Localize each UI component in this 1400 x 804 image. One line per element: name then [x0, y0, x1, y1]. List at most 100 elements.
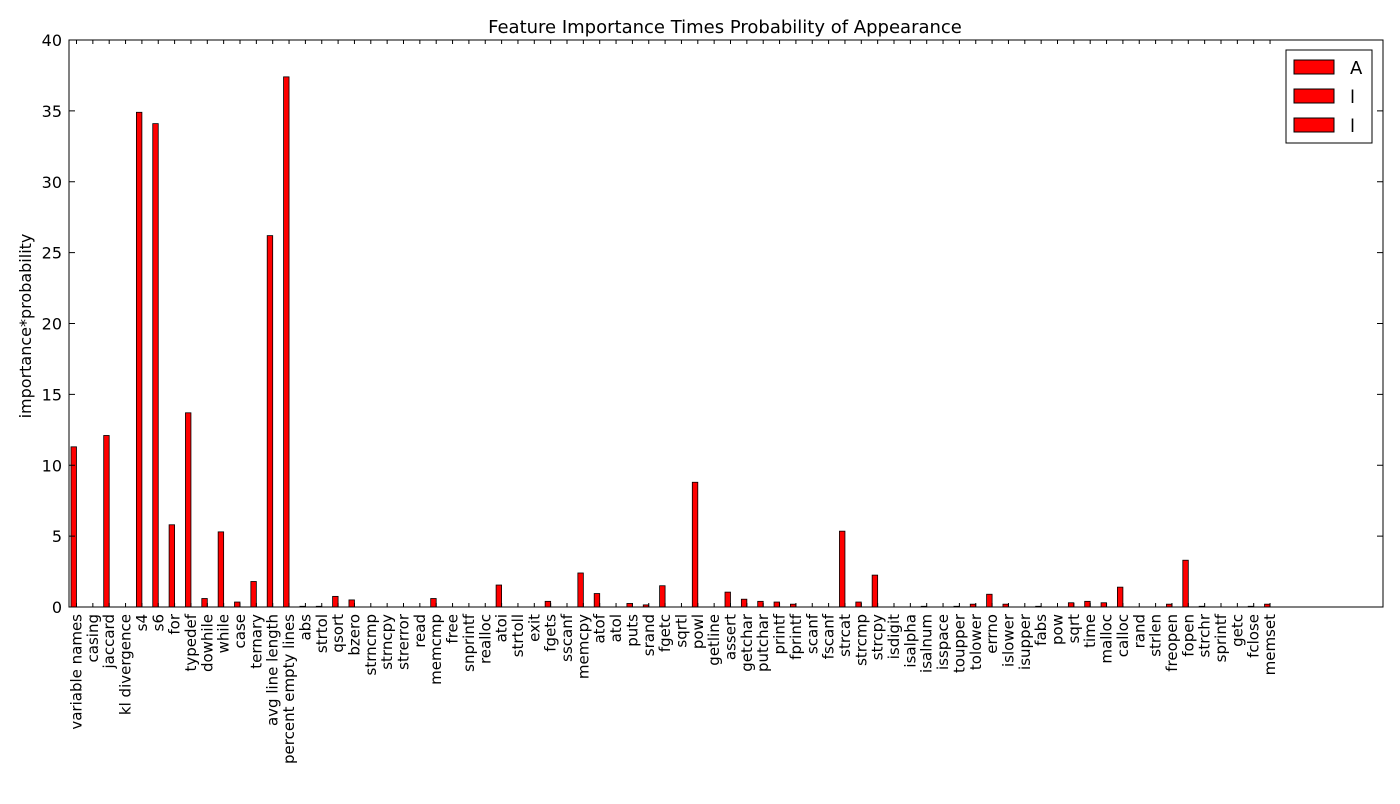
- x-tick-label: percent empty lines: [280, 614, 298, 764]
- x-tick-label: atof: [591, 613, 609, 643]
- x-tick-label: tolower: [967, 613, 985, 670]
- x-tick-label: typedef: [182, 613, 200, 671]
- y-tick-label: 0: [52, 598, 62, 617]
- x-tick-label: fprintf: [787, 613, 805, 660]
- x-tick-label: fgetc: [656, 614, 674, 652]
- y-tick-label: 30: [42, 173, 62, 192]
- x-tick-label: time: [1081, 614, 1099, 648]
- y-tick-label: 40: [42, 31, 62, 50]
- x-tick-label: ternary: [247, 614, 265, 669]
- x-tick-label: strcat: [836, 614, 854, 657]
- x-tick-label: sprintf: [1212, 613, 1230, 662]
- y-tick-label: 15: [42, 385, 62, 404]
- bar: [250, 581, 257, 608]
- bar: [152, 123, 159, 608]
- x-tick-label: strtol: [313, 614, 331, 653]
- bar: [103, 435, 110, 608]
- x-tick-label: fabs: [1032, 614, 1050, 646]
- bars-layer: [70, 76, 1271, 608]
- x-tick-label: strerror: [395, 613, 413, 670]
- y-tick-label: 20: [42, 315, 62, 334]
- y-tick-label: 25: [42, 244, 62, 263]
- legend-swatch: [1293, 59, 1335, 75]
- x-tick-label: variable names: [68, 614, 86, 730]
- x-tick-label: fgets: [542, 614, 560, 652]
- chart-title: Feature Importance Times Probability of …: [488, 17, 962, 38]
- bar: [691, 481, 699, 608]
- x-tick-label: avg line length: [264, 614, 282, 726]
- x-tick-label: realloc: [476, 614, 494, 664]
- y-tick-label: 35: [42, 102, 62, 121]
- bar: [757, 600, 764, 608]
- x-tick-label: jaccard: [100, 614, 118, 669]
- x-tick-label: printf: [771, 613, 789, 654]
- x-tick-label: read: [411, 614, 429, 648]
- bar: [855, 601, 862, 608]
- plot-frame: [68, 39, 1384, 608]
- x-tick-label: atol: [607, 614, 625, 642]
- bar: [201, 598, 208, 608]
- bar: [740, 598, 748, 608]
- legend-label: l: [1350, 116, 1355, 137]
- bar: [544, 600, 552, 608]
- x-tick-label: memset: [1261, 614, 1279, 675]
- bar: [773, 601, 780, 608]
- x-tick-label: sqrtl: [672, 614, 690, 648]
- legend: All: [1285, 49, 1373, 144]
- x-tick-label: errno: [983, 614, 1001, 654]
- x-tick-label: s4: [133, 614, 151, 631]
- x-tick-label: getline: [705, 614, 723, 666]
- x-tick-label: for: [166, 613, 184, 634]
- x-tick-label: while: [215, 614, 233, 653]
- y-tick-label: 10: [42, 456, 62, 475]
- bar: [283, 76, 290, 608]
- x-tick-label: memcpy: [574, 614, 592, 679]
- x-tick-label: atoi: [493, 614, 511, 642]
- x-tick-label: isdigit: [885, 614, 903, 659]
- x-tick-label: dowhile: [198, 614, 216, 672]
- x-tick-label: isalnum: [918, 614, 936, 673]
- bar: [430, 598, 437, 608]
- bar: [185, 412, 192, 608]
- x-tick-label: malloc: [1098, 614, 1116, 664]
- x-tick-label: calloc: [1114, 614, 1132, 657]
- x-tick-label: getchar: [738, 613, 756, 672]
- x-tick-label: isalpha: [901, 614, 919, 668]
- x-tick-label: toupper: [950, 613, 968, 673]
- bar: [1182, 559, 1189, 608]
- bar: [577, 572, 584, 608]
- x-tick-label: snprintf: [460, 613, 478, 672]
- x-tick-label: isspace: [934, 614, 952, 670]
- bar: [348, 599, 355, 608]
- x-tick-label: s6: [149, 614, 167, 631]
- x-tick-label: exit: [525, 614, 543, 642]
- bar: [1067, 602, 1075, 608]
- x-tick-label: strtoll: [509, 614, 527, 657]
- y-tick-label: 5: [52, 527, 62, 546]
- x-tick-label: casing: [84, 614, 102, 662]
- x-tick-label: kl divergence: [117, 614, 135, 715]
- y-axis: 0 5 10 15 20 25 30 35 40: [42, 31, 1383, 617]
- x-tick-label: pow: [1049, 614, 1067, 645]
- x-tick-label: memcmp: [427, 614, 445, 685]
- x-tick-label: strcmp: [852, 614, 870, 666]
- x-tick-label: fscanf: [820, 613, 838, 659]
- bar: [70, 446, 77, 608]
- bar: [135, 111, 143, 608]
- bar: [495, 584, 503, 608]
- x-tick-label: scanf: [803, 613, 821, 654]
- x-tick-label: sqrt: [1065, 614, 1083, 644]
- legend-swatch: [1293, 88, 1335, 104]
- x-tick-label: putchar: [754, 613, 772, 672]
- legend-swatch: [1293, 117, 1335, 133]
- x-tick-label: fopen: [1179, 614, 1197, 657]
- legend-label: A: [1350, 58, 1363, 79]
- bar: [217, 531, 225, 608]
- x-tick-label: getc: [1228, 614, 1246, 647]
- bar: [871, 574, 879, 608]
- bar: [266, 235, 274, 608]
- bar: [839, 530, 846, 608]
